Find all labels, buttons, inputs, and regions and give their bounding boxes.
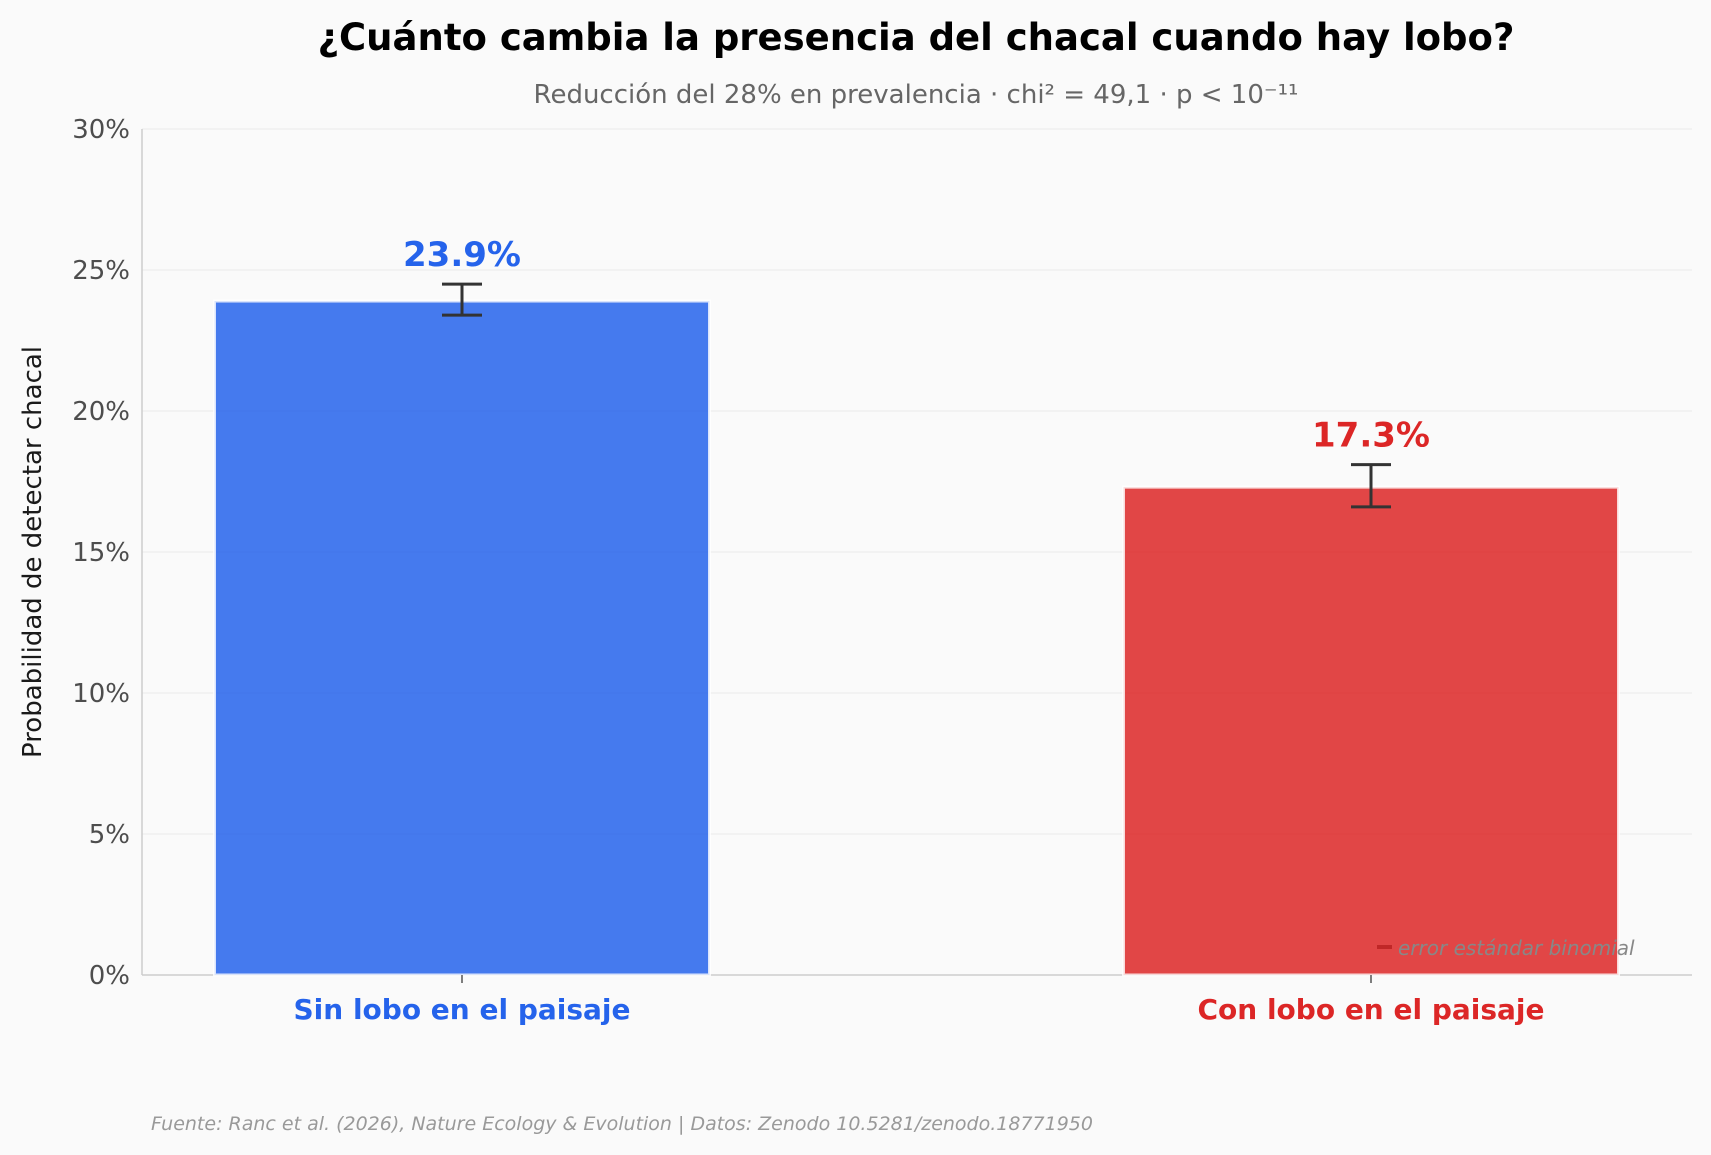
error-bars	[442, 282, 1391, 509]
y-tick-label: 0%	[89, 961, 130, 991]
y-tick-label: 25%	[72, 256, 130, 286]
error-legend-label: error estándar binomial	[1398, 936, 1635, 960]
y-ticks: 0% 5% 10% 15% 20% 25% 30%	[72, 115, 130, 991]
y-tick-label: 20%	[72, 397, 130, 427]
chart-subtitle: Reducción del 28% en prevalencia · chi² …	[534, 80, 1299, 110]
source-note: Fuente: Ranc et al. (2026), Nature Ecolo…	[151, 1113, 1093, 1135]
y-axis-label: Probabilidad de detectar chacal	[18, 346, 48, 758]
x-tick-label: Con lobo en el paisaje	[1197, 993, 1544, 1026]
data-label: 17.3%	[1312, 416, 1430, 456]
bar-con-lobo	[1122, 485, 1620, 977]
y-tick-label: 30%	[72, 115, 130, 145]
data-label: 23.9%	[403, 235, 521, 275]
y-tick-label: 15%	[72, 538, 130, 568]
x-tick-label: Sin lobo en el paisaje	[294, 993, 631, 1026]
data-labels: 23.9% 17.3%	[403, 235, 1430, 455]
error-bar	[442, 282, 482, 317]
y-tick-label: 10%	[72, 679, 130, 709]
bar-sin-lobo	[213, 299, 711, 977]
error-bar	[1351, 463, 1391, 509]
x-ticks: Sin lobo en el paisaje Con lobo en el pai…	[294, 975, 1545, 1026]
y-tick-label: 5%	[89, 820, 130, 850]
bars	[213, 299, 1620, 977]
error-legend-note: error estándar binomial	[1377, 936, 1635, 960]
chart-title: ¿Cuánto cambia la presencia del chacal c…	[318, 16, 1515, 59]
